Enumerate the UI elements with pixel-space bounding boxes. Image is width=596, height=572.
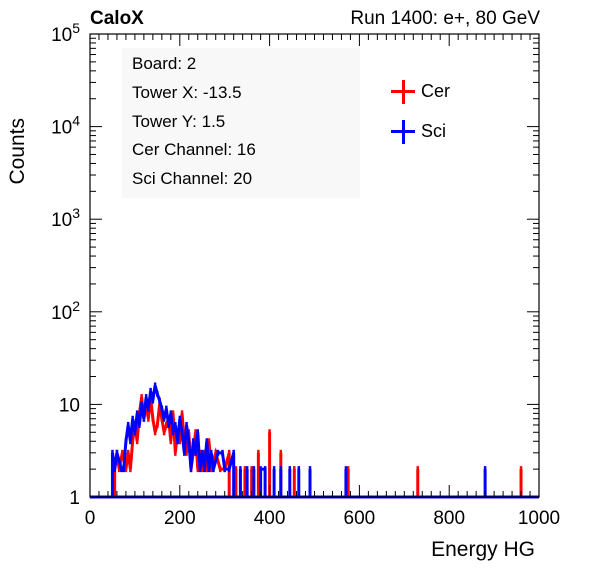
info-sci-channel: Sci Channel: 20: [132, 169, 253, 188]
y-tick-label: 105: [51, 20, 80, 46]
y-tick-label: 1: [69, 488, 80, 509]
series-sci: [110, 382, 487, 497]
x-tick-label: 200: [164, 508, 196, 529]
x-tick-label: 400: [254, 508, 286, 529]
x-tick-label: 1000: [518, 508, 560, 529]
legend-cer-label: Cer: [421, 81, 451, 101]
legend-sci-marker: [391, 120, 415, 144]
axes-layer: 0 200 400 600 800 1000 1 10 102 103 104 105: [51, 20, 560, 529]
info-board: Board: 2: [132, 54, 197, 73]
y-tick-label: 104: [51, 113, 80, 139]
brand-label: CaloX: [90, 8, 144, 29]
run-info-label: Run 1400: e+, 80 GeV: [350, 8, 540, 29]
channel-info-box: Board: 2 Tower X: -13.5 Tower Y: 1.5 Cer…: [122, 48, 360, 198]
legend-cer-marker: [391, 80, 415, 104]
series-layer: [90, 382, 539, 499]
series-cer: [113, 394, 523, 497]
x-tick-label: 0: [85, 508, 96, 529]
y-axis-label: Counts: [6, 118, 29, 185]
line-cer: [113, 396, 523, 497]
x-axis-label: Energy HG: [431, 538, 535, 561]
info-tower-y: Tower Y: 1.5: [132, 112, 226, 131]
legend-sci-label: Sci: [421, 121, 447, 141]
y-tick-label: 103: [51, 205, 80, 231]
line-sci: [110, 385, 487, 497]
info-cer-channel: Cer Channel: 16: [132, 140, 256, 159]
x-tick-label: 800: [433, 508, 465, 529]
x-tick-label: 600: [344, 508, 376, 529]
info-tower-x: Tower X: -13.5: [132, 83, 242, 102]
y-tick-label: 102: [51, 298, 80, 324]
y-tick-label: 10: [59, 395, 80, 416]
